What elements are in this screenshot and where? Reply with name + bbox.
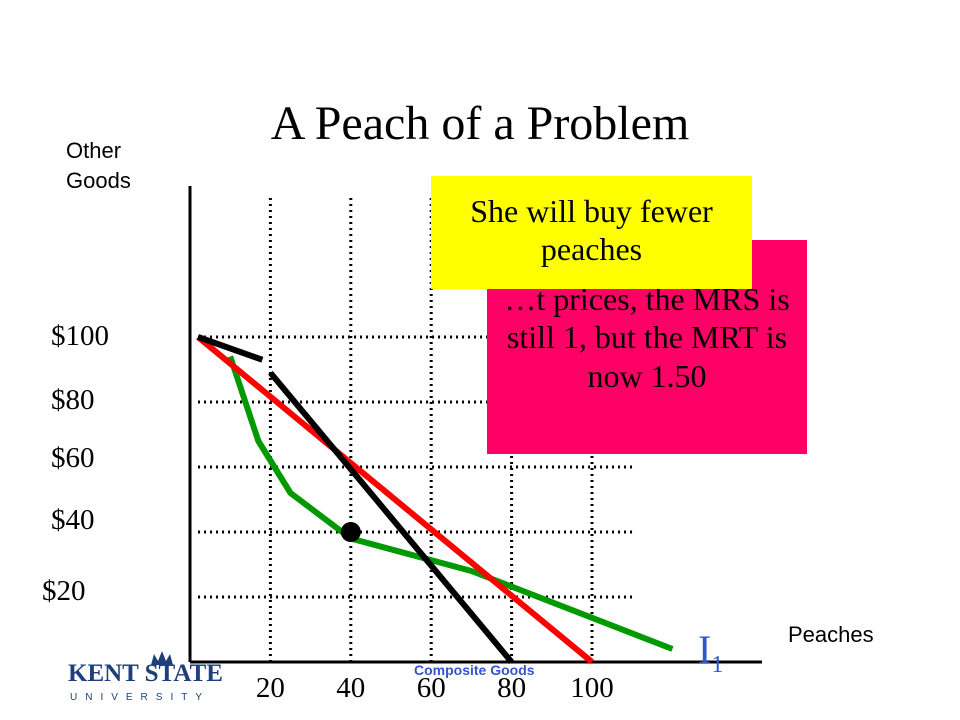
y-tick-label-60: $60 xyxy=(51,442,95,474)
x-tick-label-100: 100 xyxy=(570,672,614,704)
kent-state-logo: KENT STATE UNIVERSITY xyxy=(68,651,228,712)
curve-label-subscript: 1 xyxy=(711,652,724,678)
y-tick-label-20: $20 xyxy=(42,575,86,607)
curve-label-main: I xyxy=(698,627,712,672)
chart-axes xyxy=(188,186,762,664)
series-line-2 xyxy=(197,334,264,363)
y-tick-label-100: $100 xyxy=(51,320,109,352)
y-axis-label-line1: Other xyxy=(66,138,122,163)
chart-series xyxy=(196,334,674,665)
x-tick-label-20: 20 xyxy=(256,672,285,704)
series-line-0 xyxy=(227,355,674,652)
indifference-curve-label: I1 xyxy=(698,626,723,679)
y-tick-label-40: $40 xyxy=(51,504,95,536)
y-axis-label-line2: Goods xyxy=(66,167,131,193)
tangency-point-0 xyxy=(340,522,361,542)
logo-wordmark: KENT STATE xyxy=(68,660,223,687)
x-tick-label-40: 40 xyxy=(336,672,365,704)
conclusion-annotation-text: She will buy fewer peaches xyxy=(470,193,713,268)
y-tick-label-80: $80 xyxy=(51,384,95,416)
x-tick-label-80: 80 xyxy=(497,672,526,704)
logo-subtitle: UNIVERSITY xyxy=(70,692,211,703)
kent-state-crown-icon xyxy=(151,651,173,665)
x-axis-label: Peaches xyxy=(788,622,874,647)
series-line-1 xyxy=(196,334,594,665)
conclusion-annotation-box: She will buy fewer peaches xyxy=(431,176,752,289)
page-title: A Peach of a Problem xyxy=(270,97,690,150)
chart-ticks: 20 40 60 80 100 $100 $80 $60 $40 $20 xyxy=(42,320,614,704)
series-line-3 xyxy=(268,370,514,664)
y-axis-label: Other Goods xyxy=(66,136,131,195)
footer-text: Composite Goods xyxy=(414,662,535,678)
x-tick-label-60: 60 xyxy=(417,672,446,704)
mrs-annotation-text: …t prices, the MRS is still 1, but the M… xyxy=(504,281,790,394)
